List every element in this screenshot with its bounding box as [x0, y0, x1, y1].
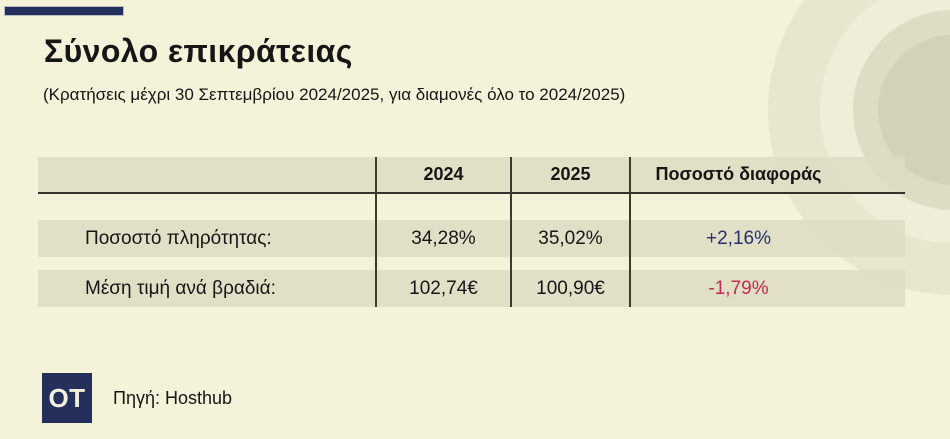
- row-value-2025: 35,02%: [538, 227, 603, 249]
- header-cell-diff: Ποσοστό διαφοράς: [655, 164, 822, 184]
- row-diff-value: -1,79%: [708, 277, 769, 299]
- row-label: Μέση τιμή ανά βραδιά:: [85, 277, 276, 299]
- table-header-row: 2024 2025 Ποσοστό διαφοράς: [38, 157, 905, 194]
- row-label: Ποσοστό πληρότητας:: [85, 227, 272, 249]
- header-cell-2024: 2024: [423, 164, 464, 184]
- column-divider: [510, 157, 512, 307]
- row-value-2024: 102,74€: [409, 277, 478, 299]
- row-value-2024: 34,28%: [411, 227, 476, 249]
- row-value-2025: 100,90€: [536, 277, 605, 299]
- row-diff-value: +2,16%: [706, 227, 771, 249]
- ot-logo-text: OT: [48, 382, 86, 413]
- ot-logo: OT: [42, 373, 92, 423]
- accent-bar: [4, 6, 124, 16]
- page-title: Σύνολο επικράτειας: [44, 33, 353, 69]
- header-cell-2025: 2025: [550, 164, 591, 184]
- column-divider: [375, 157, 377, 307]
- footer: OT Πηγή: Hosthub: [42, 373, 232, 423]
- source-text: Πηγή: Hosthub: [113, 387, 233, 408]
- table-row: Μέση τιμή ανά βραδιά: 102,74€ 100,90€ -1…: [38, 270, 905, 307]
- subtitle: (Κρατήσεις μέχρι 30 Σεπτεμβρίου 2024/202…: [43, 85, 626, 104]
- column-divider: [629, 157, 631, 307]
- data-table: 2024 2025 Ποσοστό διαφοράς Ποσοστό πληρό…: [38, 157, 905, 307]
- table-row: Ποσοστό πληρότητας: 34,28% 35,02% +2,16%: [38, 220, 905, 257]
